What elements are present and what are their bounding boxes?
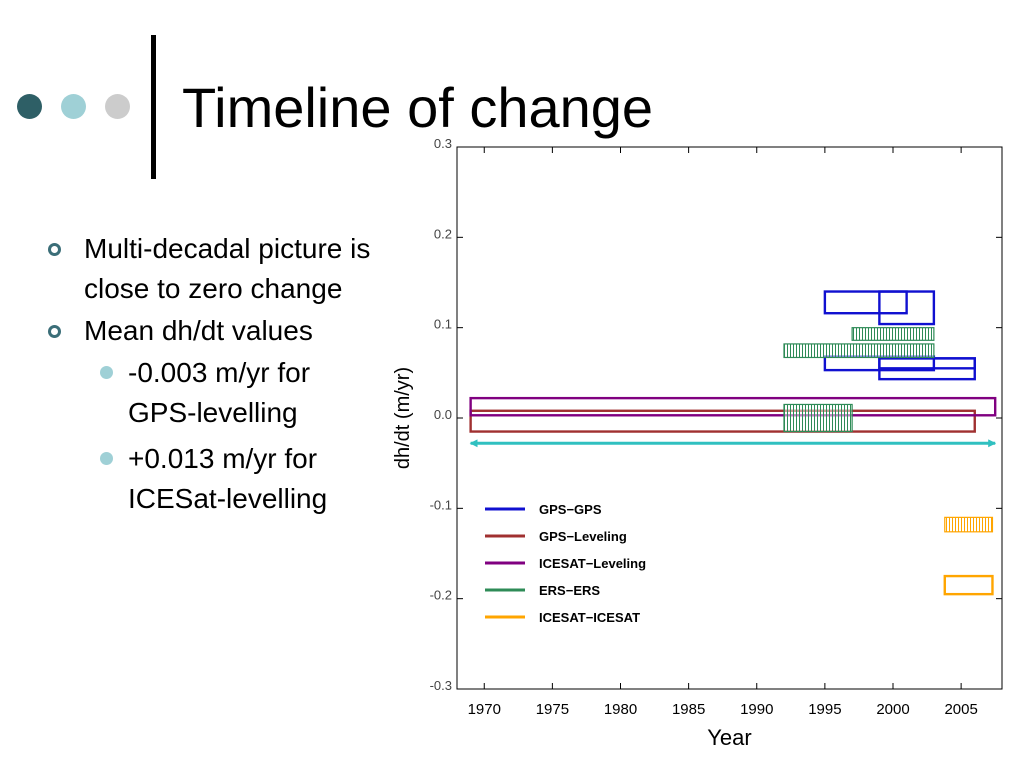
legend-label: GPS−Leveling xyxy=(539,529,627,544)
data-box xyxy=(783,343,935,359)
x-axis-label: Year xyxy=(707,725,751,750)
x-tick-label: 1980 xyxy=(604,701,637,718)
x-tick-label: 2000 xyxy=(876,701,909,718)
data-box xyxy=(878,357,976,370)
legend-label: GPS−GPS xyxy=(539,502,602,517)
sub-bullet-text: -0.003 m/yr for GPS-levelling xyxy=(128,357,311,428)
x-tick-label: 1990 xyxy=(740,701,773,718)
data-box xyxy=(878,290,936,326)
data-box xyxy=(943,574,994,596)
y-axis-label: dh/dt (m/yr) xyxy=(392,367,414,469)
x-tick-label: 1995 xyxy=(808,701,841,718)
bullet-text: Multi-decadal picture is close to zero c… xyxy=(84,233,371,304)
data-box xyxy=(783,403,853,433)
bullet-ring-icon xyxy=(48,325,61,338)
bullet-text: Mean dh/dt values xyxy=(84,315,313,346)
decor-dot-3 xyxy=(105,94,130,119)
plot-frame xyxy=(456,146,1003,690)
y-tick-label: 0.0 xyxy=(434,407,452,422)
data-box xyxy=(944,516,994,533)
data-box xyxy=(469,409,976,433)
data-box xyxy=(851,327,935,341)
bullet-dot-icon xyxy=(100,366,113,379)
x-tick-label: 1975 xyxy=(536,701,569,718)
data-box xyxy=(823,290,908,315)
sub-bullet-item: -0.003 m/yr for GPS-levelling xyxy=(44,353,384,433)
bullet-ring-icon xyxy=(48,243,61,256)
decor-dot-2 xyxy=(61,94,86,119)
sub-bullet-item: +0.013 m/yr for ICESat-levelling xyxy=(44,439,384,519)
legend-label: ERS−ERS xyxy=(539,583,600,598)
y-tick-label: -0.3 xyxy=(430,678,452,693)
x-tick-label: 2005 xyxy=(944,701,977,718)
decor-dot-1 xyxy=(17,94,42,119)
x-tick-label: 1970 xyxy=(468,701,501,718)
legend-label: ICESAT−Leveling xyxy=(539,556,646,571)
y-tick-label: -0.1 xyxy=(430,497,452,512)
bullet-dot-icon xyxy=(100,452,113,465)
y-tick-label: 0.2 xyxy=(434,226,452,241)
y-tick-label: -0.2 xyxy=(430,588,452,603)
legend-label: ICESAT−ICESAT xyxy=(539,610,640,625)
sub-bullet-text: +0.013 m/yr for ICESat-levelling xyxy=(128,443,328,514)
y-tick-label: 0.1 xyxy=(434,317,452,332)
slide-title: Timeline of change xyxy=(182,76,654,139)
bullet-list: Multi-decadal picture is close to zero c… xyxy=(44,229,384,525)
bullet-item: Multi-decadal picture is close to zero c… xyxy=(44,229,384,309)
x-tick-label: 1985 xyxy=(672,701,705,718)
title-divider xyxy=(151,35,156,179)
data-box xyxy=(469,396,997,417)
bullet-item: Mean dh/dt values xyxy=(44,311,384,351)
y-tick-label: 0.3 xyxy=(434,136,452,151)
